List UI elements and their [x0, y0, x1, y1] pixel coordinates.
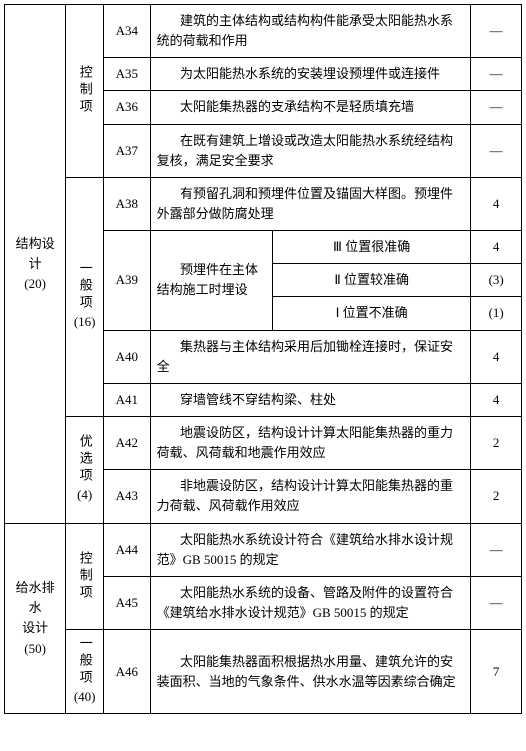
score-cell: 4 — [471, 177, 522, 230]
score-cell: — — [471, 523, 522, 576]
code-cell: A45 — [104, 576, 150, 629]
code-cell: A46 — [104, 630, 150, 714]
table-row: 一般项 (16) A38 有预留孔洞和预埋件位置及锚固大样图。预埋件外露部分做防… — [5, 177, 522, 230]
table-row: 结构设计 (20) 控制项 A34 建筑的主体结构或结构构件能承受太阳能热水系统… — [5, 5, 522, 58]
code-cell: A41 — [104, 383, 150, 416]
group-label: 优选项 (4) — [66, 416, 104, 523]
score-cell: (3) — [471, 264, 522, 297]
desc-cell: 在既有建筑上增设或改造太阳能热水系统经结构复核，满足安全要求 — [150, 124, 471, 177]
table-row: 优选项 (4) A42 地震设防区，结构设计计算太阳能集热器的重力荷载、风荷载和… — [5, 416, 522, 469]
score-cell: 7 — [471, 630, 522, 714]
score-cell: 4 — [471, 231, 522, 264]
code-cell: A38 — [104, 177, 150, 230]
code-cell: A35 — [104, 58, 150, 91]
table-row: 给水排水 设计 (50) 控制项 A44 太阳能热水系统设计符合《建筑给水排水设… — [5, 523, 522, 576]
desc-left-cell: 预埋件在主体结构施工时埋设 — [150, 231, 272, 330]
desc-cell: 太阳能热水系统的设备、管路及附件的设置符合《建筑给水排水设计规范》GB 5001… — [150, 576, 471, 629]
score-cell: 2 — [471, 470, 522, 523]
code-cell: A36 — [104, 91, 150, 124]
group-label: 一般项 (40) — [66, 630, 104, 714]
score-cell: (1) — [471, 297, 522, 330]
code-cell: A42 — [104, 416, 150, 469]
section-title: 结构设计 (20) — [5, 5, 66, 524]
sub-desc-cell: Ⅱ 位置较准确 — [272, 264, 470, 297]
score-cell: 4 — [471, 330, 522, 383]
group-label: 一般项 (16) — [66, 177, 104, 416]
code-cell: A34 — [104, 5, 150, 58]
desc-cell: 为太阳能热水系统的安装埋设预埋件或连接件 — [150, 58, 471, 91]
group-label: 控制项 — [66, 523, 104, 630]
score-cell: — — [471, 124, 522, 177]
section-title: 给水排水 设计 (50) — [5, 523, 66, 714]
desc-cell: 集热器与主体结构采用后加锄栓连接时，保证安全 — [150, 330, 471, 383]
score-cell: — — [471, 576, 522, 629]
desc-cell: 太阳能集热器面积根据热水用量、建筑允许的安装面积、当地的气象条件、供水水温等因素… — [150, 630, 471, 714]
desc-cell: 有预留孔洞和预埋件位置及锚固大样图。预埋件外露部分做防腐处理 — [150, 177, 471, 230]
desc-cell: 地震设防区，结构设计计算太阳能集热器的重力荷载、风荷载和地震作用效应 — [150, 416, 471, 469]
code-cell: A40 — [104, 330, 150, 383]
code-cell: A37 — [104, 124, 150, 177]
group-label: 控制项 — [66, 5, 104, 178]
sub-desc-cell: Ⅲ 位置很准确 — [272, 231, 470, 264]
score-cell: 4 — [471, 383, 522, 416]
code-cell: A39 — [104, 231, 150, 330]
code-cell: A44 — [104, 523, 150, 576]
desc-cell: 建筑的主体结构或结构构件能承受太阳能热水系统的荷载和作用 — [150, 5, 471, 58]
code-cell: A43 — [104, 470, 150, 523]
table-row: 一般项 (40) A46 太阳能集热器面积根据热水用量、建筑允许的安装面积、当地… — [5, 630, 522, 714]
score-cell: 2 — [471, 416, 522, 469]
score-cell: — — [471, 91, 522, 124]
desc-cell: 太阳能热水系统设计符合《建筑给水排水设计规范》GB 50015 的规定 — [150, 523, 471, 576]
score-cell: — — [471, 5, 522, 58]
desc-cell: 太阳能集热器的支承结构不是轻质填充墙 — [150, 91, 471, 124]
desc-cell: 穿墙管线不穿结构梁、柱处 — [150, 383, 471, 416]
spec-table: 结构设计 (20) 控制项 A34 建筑的主体结构或结构构件能承受太阳能热水系统… — [4, 4, 522, 714]
desc-cell: 非地震设防区，结构设计计算太阳能集热器的重力荷载、风荷载作用效应 — [150, 470, 471, 523]
score-cell: — — [471, 58, 522, 91]
sub-desc-cell: Ⅰ 位置不准确 — [272, 297, 470, 330]
